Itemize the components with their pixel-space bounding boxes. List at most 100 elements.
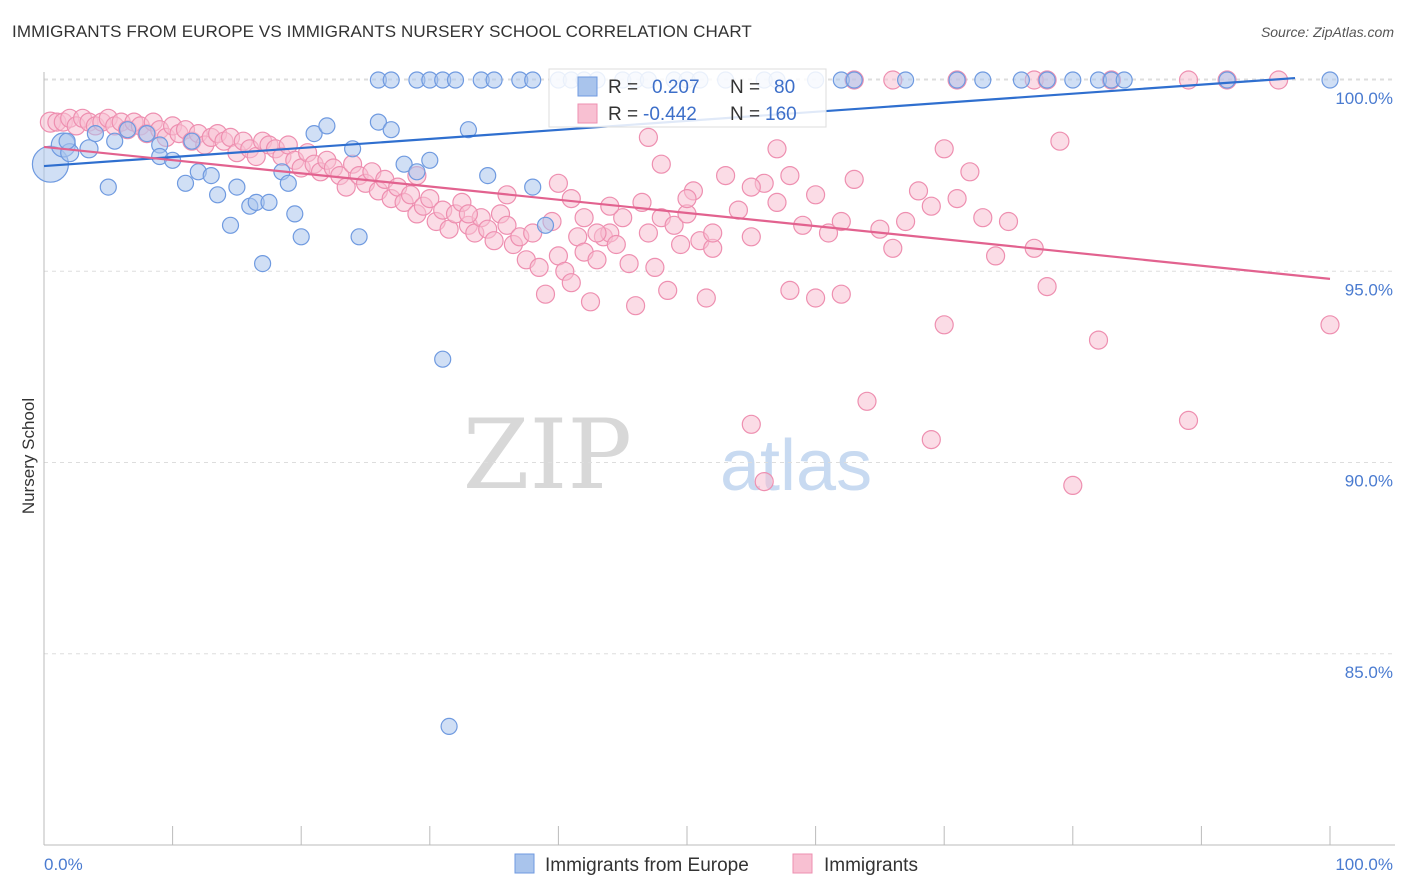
scatter-point <box>895 211 916 232</box>
scatter-point <box>479 167 497 185</box>
scatter-point <box>638 223 659 243</box>
scatter-point <box>831 211 851 232</box>
scatter-point <box>254 255 272 273</box>
scatter-point <box>574 208 594 228</box>
scatter-point <box>228 178 246 196</box>
scatter-point <box>974 71 992 89</box>
scatter-point <box>318 117 336 135</box>
scatter-point <box>118 121 137 139</box>
x-ticks <box>43 826 1331 845</box>
scatter-point <box>805 185 826 205</box>
series-immigrants-points <box>39 70 1340 495</box>
scatter-point <box>58 132 76 150</box>
scatter-point <box>998 211 1019 232</box>
trend-line-immigrants <box>43 145 1331 280</box>
scatter-point <box>79 139 99 159</box>
scatter-point <box>99 178 117 196</box>
scatter-point <box>497 215 517 235</box>
scatter-point <box>754 472 774 492</box>
scatter-point <box>561 273 581 293</box>
legend-r-label: R = <box>608 77 638 98</box>
legend-n-label: N = <box>730 77 760 98</box>
scatter-point <box>1063 475 1083 495</box>
scatter-point <box>369 113 387 131</box>
scatter-point <box>741 177 761 197</box>
scatter-point <box>400 185 421 205</box>
scatter-point <box>587 223 607 243</box>
scatter-point <box>292 228 310 246</box>
legend-swatch-europe <box>577 76 598 97</box>
scatter-point <box>728 200 749 220</box>
scatter-point <box>921 196 941 216</box>
scatter-point <box>696 288 716 308</box>
scatter-point <box>138 125 156 143</box>
scatter-point <box>908 181 929 201</box>
scatter-point <box>844 169 864 189</box>
scatter-point <box>420 189 440 209</box>
scatter-point <box>960 162 980 182</box>
scatter-point <box>1064 71 1082 89</box>
scatter-point <box>934 139 954 159</box>
series-europe-points <box>31 71 1339 736</box>
scatter-point <box>535 284 556 304</box>
scatter-point <box>985 246 1006 266</box>
scatter-point <box>176 174 195 192</box>
scatter-point <box>715 166 736 186</box>
scatter-point <box>870 219 890 239</box>
watermark-zip: ZIP <box>463 399 632 511</box>
gridlines <box>44 78 1395 655</box>
scatter-point <box>845 71 863 89</box>
scatter-point <box>921 430 941 450</box>
scatter-point <box>767 139 787 159</box>
scatter-point <box>524 71 542 89</box>
scatter-point <box>209 186 227 204</box>
legend-bottom-label-europe: Immigrants from Europe <box>545 855 749 876</box>
scatter-point <box>741 227 761 247</box>
watermark-atlas: atlas <box>720 426 872 506</box>
scatter-point <box>767 192 787 212</box>
scatter-point <box>1115 71 1133 89</box>
scatter-point <box>670 234 691 255</box>
scatter-point <box>831 284 851 304</box>
scatter-point <box>529 257 549 277</box>
scatter-point <box>536 216 555 234</box>
legend-r-label: R = <box>608 104 638 125</box>
x-tick-label-max: 100.0% <box>1335 855 1393 874</box>
scatter-point <box>279 174 297 192</box>
scatter-point <box>703 223 723 243</box>
scatter-point <box>548 173 569 193</box>
scatter-point <box>677 189 697 209</box>
scatter-point <box>651 154 671 174</box>
scatter-point <box>459 121 477 139</box>
scatter-point <box>350 228 368 246</box>
scatter-point <box>606 234 626 255</box>
legend-swatch-immigrants <box>577 103 598 124</box>
chart-title: IMMIGRANTS FROM EUROPE VS IMMIGRANTS NUR… <box>12 22 752 41</box>
scatter-point <box>625 296 646 316</box>
legend-n-value: 80 <box>774 77 795 98</box>
y-axis-label: Nursery School <box>19 398 38 514</box>
scatter-point <box>896 71 915 89</box>
scatter-point <box>382 121 400 139</box>
scatter-point <box>934 315 954 335</box>
legend-bottom-swatch-europe <box>514 853 535 874</box>
scatter-point <box>780 280 800 300</box>
scatter-point <box>857 391 877 411</box>
scatter-point <box>440 717 458 736</box>
legend-bottom-label-immigrants: Immigrants <box>824 855 918 876</box>
scatter-point <box>1178 410 1199 430</box>
legend-top: R = 0.207 N = 80 R = -0.442 N = 160 <box>548 68 827 128</box>
legend-n-value: 160 <box>765 104 797 125</box>
legend-r-value: -0.442 <box>643 104 697 125</box>
y-tick-label: 90.0% <box>1345 472 1393 491</box>
scatter-point <box>613 208 633 228</box>
scatter-point <box>202 167 220 185</box>
scatter-point <box>587 250 607 270</box>
scatter-point <box>619 254 639 274</box>
y-tick-label: 95.0% <box>1345 280 1393 299</box>
y-tick-label: 85.0% <box>1345 663 1393 682</box>
scatter-point <box>524 178 542 196</box>
scatter-point <box>260 193 278 211</box>
y-tick-labels: 100.0% 95.0% 90.0% 85.0% <box>1335 89 1393 682</box>
